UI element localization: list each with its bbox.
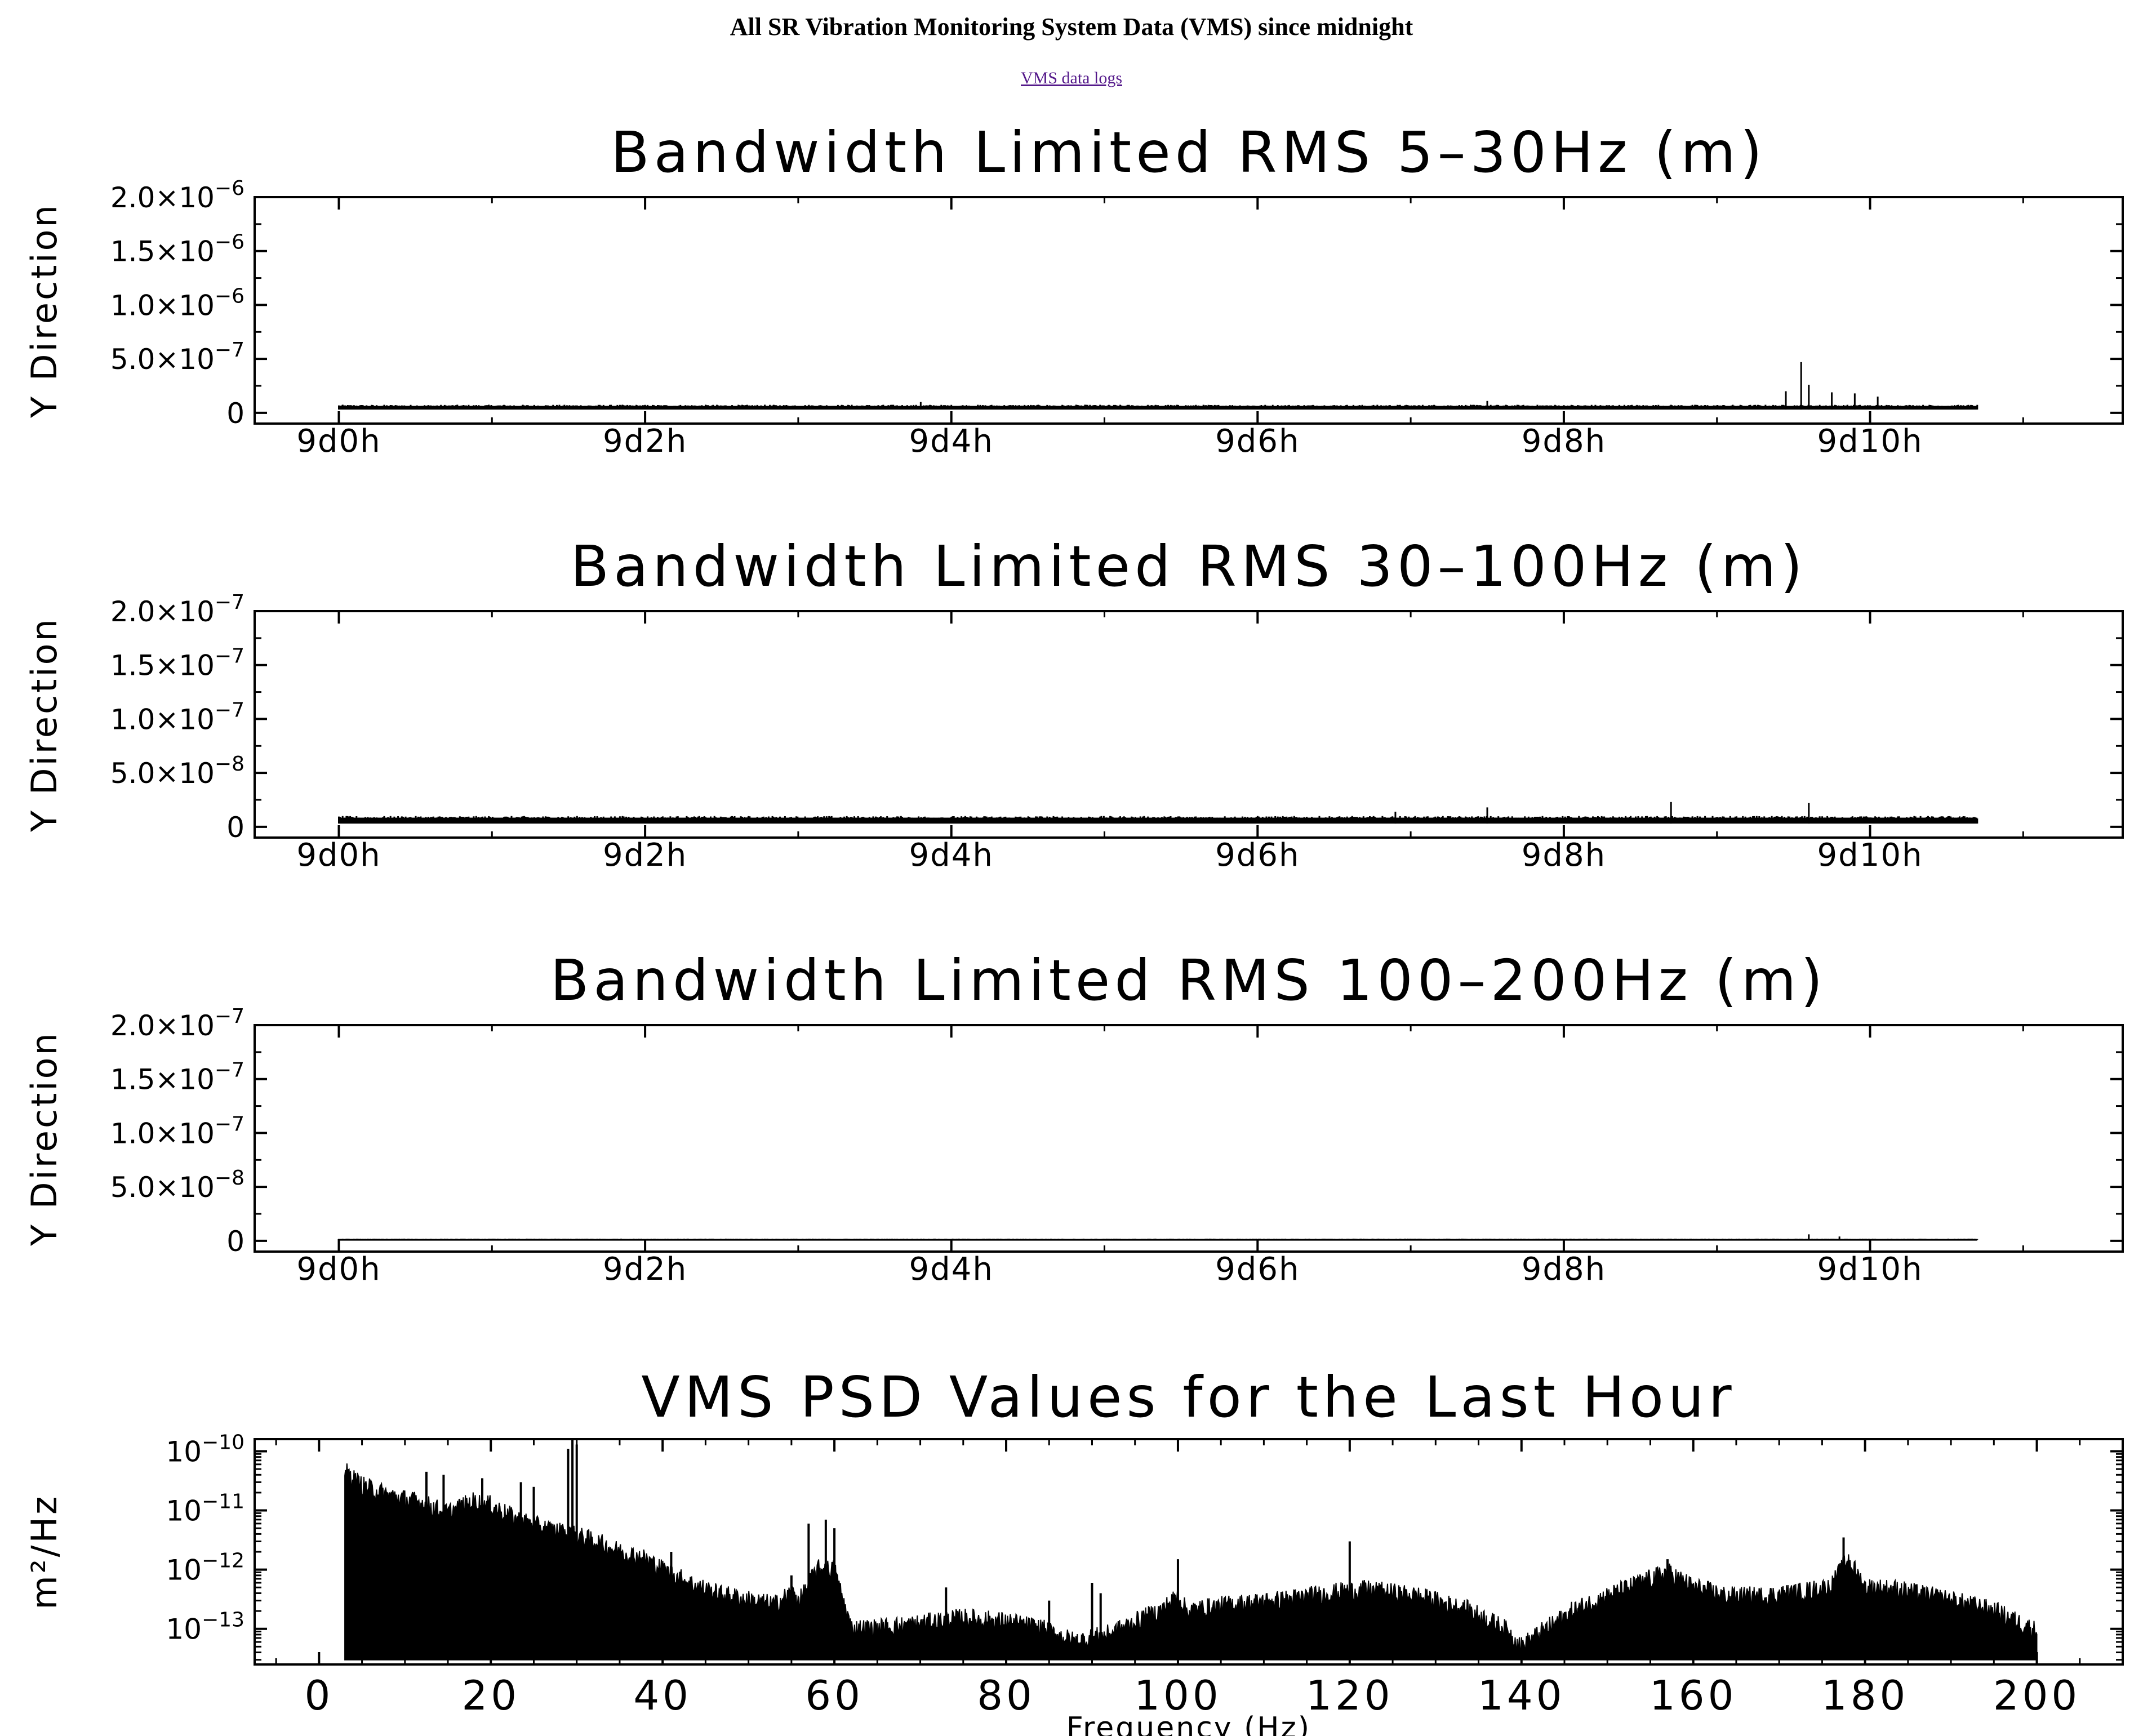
y-axis-label: Y Direction <box>24 1031 65 1247</box>
x-tick-label: 180 <box>1821 1672 1909 1719</box>
y-tick-label: 1.5×10−7 <box>110 645 244 682</box>
y-tick-exponent: −7 <box>215 698 244 722</box>
y-tick-exponent: −7 <box>215 1005 244 1028</box>
x-tick-label: 9d0h <box>296 423 381 460</box>
y-tick-label: 10−12 <box>166 1550 244 1587</box>
x-tick-label: 9d0h <box>296 1251 381 1288</box>
psd-area <box>344 1463 2038 1661</box>
y-tick-label: 1.0×10−6 <box>110 284 244 322</box>
y-tick-label: 5.0×10−7 <box>110 339 244 376</box>
x-tick-label: 9d4h <box>909 423 994 460</box>
chart-title: VMS PSD Values for the Last Hour <box>641 1364 1736 1430</box>
chart-title: Bandwidth Limited RMS 5–30Hz (m) <box>611 119 1767 185</box>
x-tick-label: 9d10h <box>1817 1251 1923 1288</box>
x-tick-label: 9d6h <box>1215 423 1300 460</box>
y-tick-label: 1.0×10−7 <box>110 698 244 736</box>
x-tick-label: 0 <box>304 1672 334 1719</box>
x-tick-label: 9d10h <box>1817 423 1923 460</box>
axes-frame <box>254 1024 2124 1253</box>
y-tick-label: 0 <box>226 811 244 844</box>
x-tick-label: 9d4h <box>909 1251 994 1288</box>
y-axis-label: m²/Hz <box>24 1494 65 1609</box>
y-tick-exponent: −6 <box>215 177 244 200</box>
x-tick-label: 120 <box>1306 1672 1393 1719</box>
y-tick-label: 1.0×10−7 <box>110 1112 244 1150</box>
x-tick-label: 9d0h <box>296 837 381 874</box>
x-tick-label: 140 <box>1478 1672 1565 1719</box>
series-data <box>344 1439 2038 1661</box>
x-tick-label: 160 <box>1650 1672 1737 1719</box>
chart-title: Bandwidth Limited RMS 100–200Hz (m) <box>550 947 1828 1013</box>
x-tick-label: 9d2h <box>603 1251 687 1288</box>
chart-3: Bandwidth Limited RMS 100–200Hz (m) Y Dir… <box>24 947 2124 1288</box>
x-tick-label: 9d8h <box>1522 1251 1606 1288</box>
series-data <box>338 362 1979 410</box>
y-axis-label: Y Direction <box>24 203 65 419</box>
y-tick-exponent: −8 <box>215 753 244 776</box>
y-tick-exponent: −10 <box>202 1431 244 1454</box>
series-band <box>339 1239 1977 1241</box>
axes-frame <box>254 196 2124 425</box>
y-tick-label: 2.0×10−7 <box>110 591 244 628</box>
y-tick-label: 10−10 <box>166 1431 244 1468</box>
y-tick-exponent: −7 <box>215 339 244 362</box>
y-tick-label: 5.0×10−8 <box>110 753 244 790</box>
x-tick-label: 9d8h <box>1522 423 1606 460</box>
x-tick-label: 9d6h <box>1215 837 1300 874</box>
x-tick-label: 80 <box>977 1672 1035 1719</box>
y-tick-exponent: −7 <box>215 645 244 668</box>
y-tick-label: 10−13 <box>166 1609 244 1646</box>
vms-data-logs-link[interactable]: VMS data logs <box>1021 69 1122 87</box>
y-tick-label: 5.0×10−8 <box>110 1167 244 1204</box>
x-tick-label: 200 <box>1993 1672 2080 1719</box>
x-tick-label: 9d8h <box>1522 837 1606 874</box>
chart-4: VMS PSD Values for the Last Hour m²/Hz 0 20… <box>24 1364 2124 1736</box>
x-tick-label: 9d2h <box>603 837 687 874</box>
chart-title: Bandwidth Limited RMS 30–100Hz (m) <box>571 533 1807 599</box>
y-tick-exponent: −6 <box>215 284 244 308</box>
y-tick-exponent: −7 <box>215 591 244 614</box>
y-tick-exponent: −7 <box>215 1059 244 1082</box>
vms-data-logs-link-wrapper: VMS data logs <box>0 69 2143 88</box>
x-tick-label: 9d4h <box>909 837 994 874</box>
x-tick-label: 40 <box>633 1672 692 1719</box>
x-tick-label: 60 <box>805 1672 864 1719</box>
series-data <box>338 802 1979 824</box>
x-tick-label: 100 <box>1134 1672 1221 1719</box>
chart-1: Bandwidth Limited RMS 5–30Hz (m) Y Direct… <box>24 119 2124 460</box>
y-tick-label: 10−11 <box>166 1490 244 1528</box>
axes-frame <box>254 610 2124 839</box>
y-tick-label: 2.0×10−6 <box>110 177 244 214</box>
y-tick-label: 2.0×10−7 <box>110 1005 244 1042</box>
series-band <box>339 406 1977 410</box>
series-band <box>339 817 1977 824</box>
x-tick-label: 9d10h <box>1817 837 1923 874</box>
y-tick-exponent: −11 <box>202 1490 244 1514</box>
x-axis-label: Frequency (Hz) <box>1066 1711 1311 1736</box>
y-tick-exponent: −13 <box>202 1609 244 1632</box>
y-axis-label: Y Direction <box>24 617 65 833</box>
y-tick-label: 0 <box>226 397 244 430</box>
x-tick-label: 9d6h <box>1215 1251 1300 1288</box>
series-data <box>338 1234 1979 1241</box>
y-tick-exponent: −12 <box>202 1550 244 1573</box>
x-tick-label: 9d2h <box>603 423 687 460</box>
y-tick-exponent: −7 <box>215 1112 244 1136</box>
y-tick-exponent: −6 <box>215 231 244 254</box>
x-tick-label: 20 <box>461 1672 520 1719</box>
page-title: All SR Vibration Monitoring System Data … <box>730 13 1413 41</box>
y-tick-label: 1.5×10−7 <box>110 1059 244 1096</box>
y-tick-label: 0 <box>226 1225 244 1258</box>
y-tick-exponent: −8 <box>215 1167 244 1190</box>
y-tick-label: 1.5×10−6 <box>110 231 244 268</box>
chart-2: Bandwidth Limited RMS 30–100Hz (m) Y Dire… <box>24 533 2124 874</box>
